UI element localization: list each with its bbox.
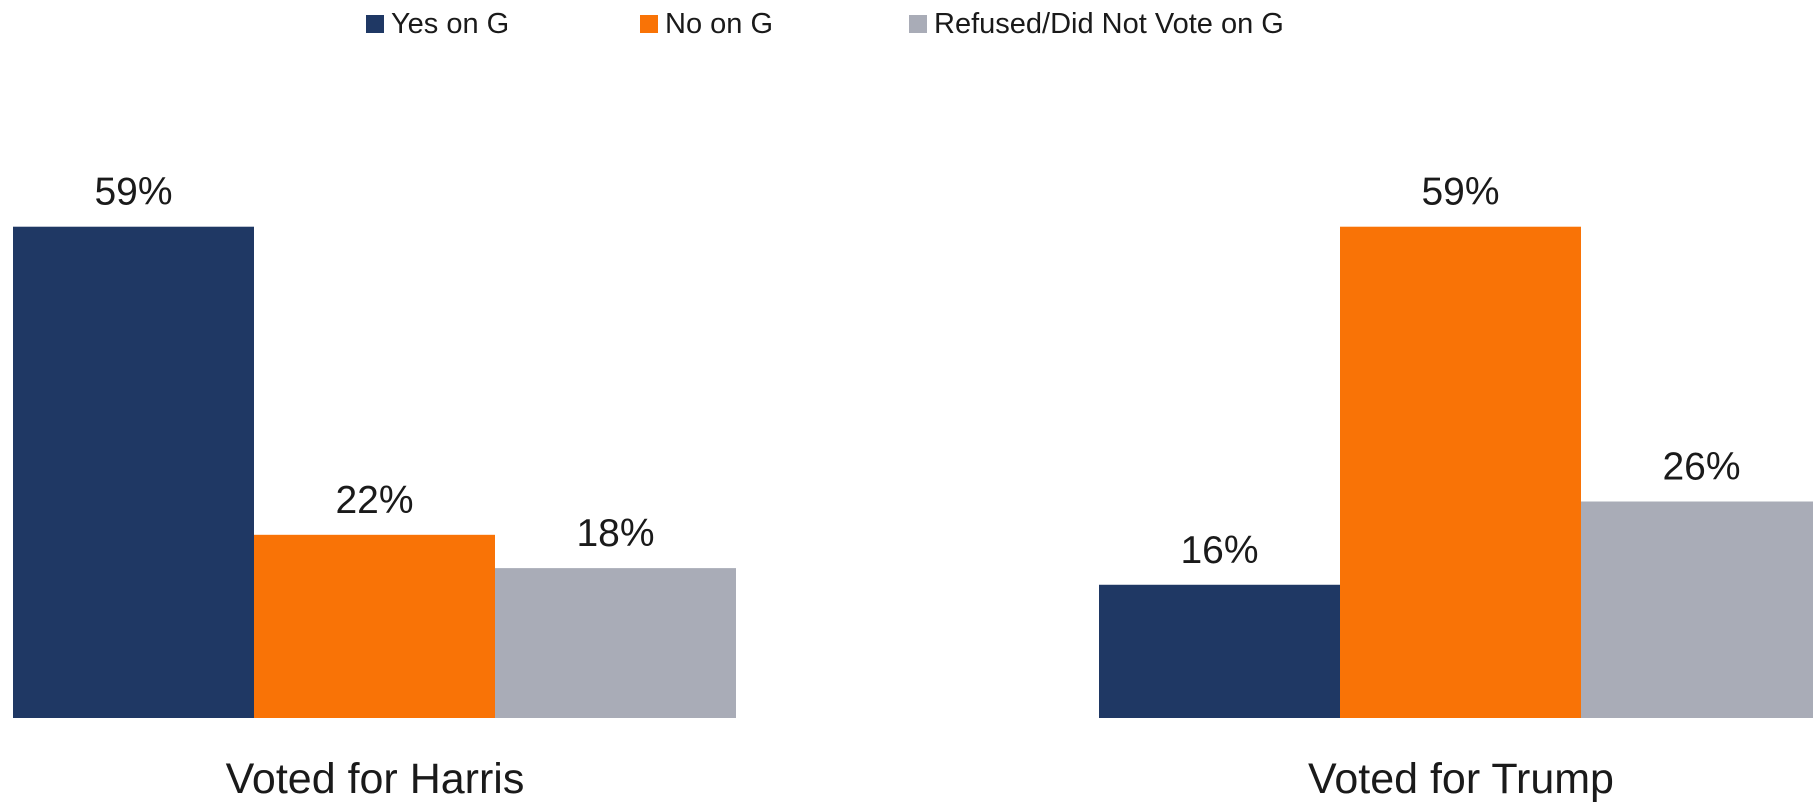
bar-trump-yes bbox=[1099, 584, 1340, 718]
data-label-harris-no: 22% bbox=[335, 479, 413, 522]
bar-trump-refused bbox=[1581, 501, 1813, 718]
bar-harris-yes bbox=[13, 226, 254, 718]
data-label-trump-no: 59% bbox=[1421, 171, 1499, 214]
category-label-trump: Voted for Trump bbox=[1308, 755, 1614, 802]
legend-item-yes: Yes on G bbox=[366, 4, 509, 44]
legend-label-refused: Refused/Did Not Vote on G bbox=[934, 7, 1284, 40]
data-label-trump-refused: 26% bbox=[1662, 445, 1740, 488]
data-label-trump-yes: 16% bbox=[1180, 529, 1258, 572]
chart-legend: Yes on G No on G Refused/Did Not Vote on… bbox=[0, 4, 1813, 44]
legend-swatch-no bbox=[640, 15, 658, 33]
legend-swatch-refused bbox=[909, 15, 927, 33]
legend-item-refused: Refused/Did Not Vote on G bbox=[909, 4, 1284, 44]
bar-harris-no bbox=[254, 534, 495, 718]
bar-harris-refused bbox=[495, 568, 736, 718]
legend-label-yes: Yes on G bbox=[391, 7, 510, 40]
legend-label-no: No on G bbox=[665, 7, 773, 40]
legend-item-no: No on G bbox=[640, 4, 773, 44]
bar-trump-no bbox=[1340, 226, 1581, 718]
data-label-harris-yes: 59% bbox=[94, 171, 172, 214]
legend-swatch-yes bbox=[366, 15, 384, 33]
data-label-harris-refused: 18% bbox=[576, 512, 654, 555]
category-label-harris: Voted for Harris bbox=[226, 755, 525, 802]
